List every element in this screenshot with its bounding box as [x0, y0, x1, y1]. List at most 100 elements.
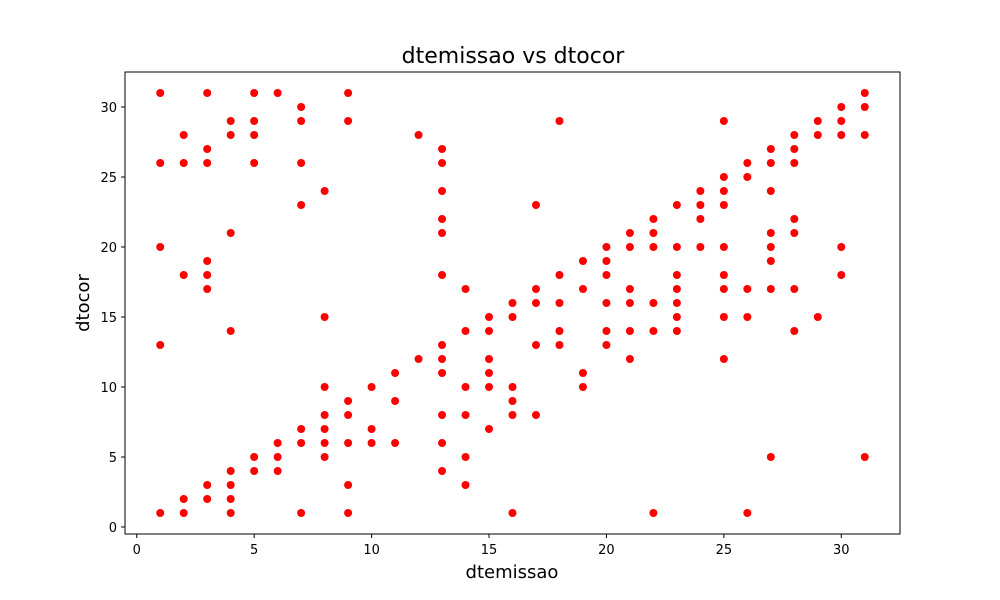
- data-point: [179, 159, 188, 167]
- data-point: [555, 299, 564, 307]
- data-point: [743, 285, 752, 293]
- data-point: [461, 383, 470, 391]
- data-point: [438, 467, 447, 475]
- data-point: [485, 369, 494, 377]
- y-axis-label: dtocor: [73, 274, 94, 332]
- data-points: [156, 89, 869, 517]
- data-point: [226, 509, 235, 517]
- data-point: [250, 159, 259, 167]
- data-point: [156, 89, 165, 97]
- y-tick-label: 0: [109, 521, 117, 536]
- data-point: [837, 131, 846, 139]
- data-point: [203, 495, 212, 503]
- data-point: [461, 411, 470, 419]
- data-point: [344, 397, 353, 405]
- data-point: [531, 285, 540, 293]
- data-point: [320, 313, 329, 321]
- data-point: [438, 229, 447, 237]
- data-point: [672, 271, 681, 279]
- data-point: [203, 285, 212, 293]
- data-point: [837, 117, 846, 125]
- data-point: [156, 159, 165, 167]
- data-point: [790, 145, 799, 153]
- data-point: [860, 131, 869, 139]
- data-point: [156, 243, 165, 251]
- data-point: [790, 327, 799, 335]
- data-point: [226, 229, 235, 237]
- x-tick-label: 25: [716, 543, 733, 558]
- data-point: [297, 509, 306, 517]
- data-point: [602, 299, 611, 307]
- data-point: [179, 271, 188, 279]
- y-tick-label: 15: [100, 311, 117, 326]
- data-point: [438, 159, 447, 167]
- data-point: [790, 131, 799, 139]
- y-tick-label: 10: [100, 381, 117, 396]
- plot-area: [124, 71, 901, 535]
- data-point: [860, 89, 869, 97]
- data-point: [344, 89, 353, 97]
- data-point: [531, 201, 540, 209]
- data-point: [719, 201, 728, 209]
- data-point: [555, 341, 564, 349]
- data-point: [438, 369, 447, 377]
- data-point: [273, 89, 282, 97]
- data-point: [719, 117, 728, 125]
- data-point: [719, 243, 728, 251]
- data-point: [672, 285, 681, 293]
- data-point: [602, 257, 611, 265]
- data-point: [602, 243, 611, 251]
- data-point: [508, 411, 517, 419]
- data-point: [273, 439, 282, 447]
- data-point: [766, 453, 775, 461]
- data-point: [367, 383, 376, 391]
- data-point: [743, 313, 752, 321]
- data-point: [367, 425, 376, 433]
- data-point: [672, 313, 681, 321]
- data-point: [438, 411, 447, 419]
- data-point: [531, 341, 540, 349]
- data-point: [391, 369, 400, 377]
- data-point: [508, 383, 517, 391]
- data-point: [649, 215, 658, 223]
- data-point: [485, 313, 494, 321]
- data-point: [226, 117, 235, 125]
- x-tick-label: 20: [598, 543, 615, 558]
- data-point: [226, 481, 235, 489]
- data-point: [672, 243, 681, 251]
- data-point: [438, 355, 447, 363]
- data-point: [719, 271, 728, 279]
- data-point: [602, 271, 611, 279]
- data-point: [578, 383, 587, 391]
- data-point: [320, 187, 329, 195]
- data-point: [320, 411, 329, 419]
- data-point: [508, 509, 517, 517]
- data-point: [320, 425, 329, 433]
- data-point: [578, 369, 587, 377]
- data-point: [273, 467, 282, 475]
- data-point: [578, 285, 587, 293]
- data-point: [179, 131, 188, 139]
- data-point: [344, 411, 353, 419]
- data-point: [461, 453, 470, 461]
- data-point: [649, 229, 658, 237]
- data-point: [320, 383, 329, 391]
- data-point: [625, 299, 634, 307]
- data-point: [766, 187, 775, 195]
- data-point: [719, 187, 728, 195]
- x-tick-label: 0: [133, 543, 141, 558]
- data-point: [766, 229, 775, 237]
- data-point: [320, 439, 329, 447]
- data-point: [461, 285, 470, 293]
- data-point: [743, 159, 752, 167]
- x-tick-label: 15: [481, 543, 498, 558]
- data-point: [813, 313, 822, 321]
- data-point: [438, 439, 447, 447]
- data-point: [790, 229, 799, 237]
- data-point: [578, 257, 587, 265]
- data-point: [297, 439, 306, 447]
- data-point: [625, 285, 634, 293]
- data-point: [367, 439, 376, 447]
- data-point: [273, 453, 282, 461]
